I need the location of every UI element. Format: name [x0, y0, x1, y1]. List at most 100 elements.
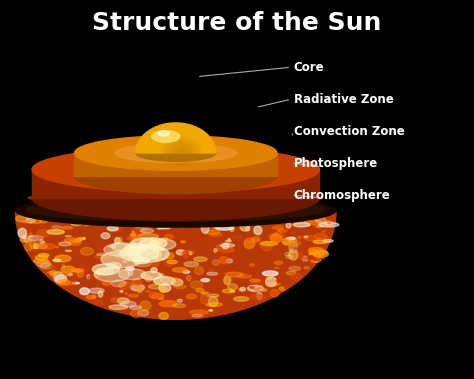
Polygon shape — [16, 212, 336, 319]
Ellipse shape — [82, 266, 97, 270]
Ellipse shape — [120, 291, 123, 292]
Ellipse shape — [133, 238, 143, 244]
Text: Photosphere: Photosphere — [293, 157, 378, 170]
Ellipse shape — [87, 275, 90, 279]
Ellipse shape — [134, 249, 141, 255]
Text: Convection Zone: Convection Zone — [293, 125, 404, 138]
Ellipse shape — [254, 226, 262, 235]
Ellipse shape — [310, 253, 313, 254]
Ellipse shape — [207, 230, 219, 235]
Ellipse shape — [219, 257, 228, 264]
Ellipse shape — [82, 216, 91, 226]
Ellipse shape — [174, 285, 186, 288]
Ellipse shape — [128, 242, 136, 247]
Ellipse shape — [171, 214, 175, 216]
Ellipse shape — [153, 238, 160, 248]
Ellipse shape — [61, 266, 75, 273]
Ellipse shape — [182, 251, 189, 258]
Ellipse shape — [131, 238, 157, 249]
Ellipse shape — [176, 222, 189, 227]
Ellipse shape — [196, 289, 204, 292]
Ellipse shape — [220, 244, 235, 247]
Ellipse shape — [47, 271, 57, 274]
Ellipse shape — [186, 294, 197, 299]
Ellipse shape — [300, 240, 303, 243]
Ellipse shape — [229, 225, 234, 232]
Ellipse shape — [310, 249, 328, 255]
Ellipse shape — [172, 144, 191, 159]
Text: Core: Core — [293, 61, 324, 74]
Ellipse shape — [310, 258, 321, 262]
Ellipse shape — [166, 219, 178, 224]
Ellipse shape — [309, 247, 324, 252]
Ellipse shape — [140, 238, 167, 249]
Ellipse shape — [96, 268, 114, 275]
Ellipse shape — [207, 272, 218, 275]
Ellipse shape — [83, 238, 85, 240]
Ellipse shape — [149, 292, 158, 299]
Ellipse shape — [58, 218, 61, 222]
Ellipse shape — [129, 306, 141, 309]
Ellipse shape — [133, 223, 153, 228]
Ellipse shape — [128, 236, 137, 240]
Ellipse shape — [62, 265, 65, 267]
Ellipse shape — [92, 264, 119, 275]
Ellipse shape — [222, 243, 228, 249]
Ellipse shape — [37, 230, 49, 237]
Ellipse shape — [309, 248, 316, 256]
Ellipse shape — [308, 256, 324, 260]
Ellipse shape — [30, 214, 35, 219]
Ellipse shape — [274, 233, 278, 236]
Ellipse shape — [25, 243, 32, 251]
Ellipse shape — [92, 295, 96, 299]
Ellipse shape — [102, 210, 115, 218]
Ellipse shape — [148, 240, 162, 246]
Ellipse shape — [137, 310, 149, 316]
Ellipse shape — [246, 239, 252, 240]
Ellipse shape — [247, 238, 260, 242]
Ellipse shape — [73, 282, 79, 284]
Ellipse shape — [283, 220, 286, 222]
Ellipse shape — [74, 269, 81, 273]
Ellipse shape — [195, 266, 203, 275]
Ellipse shape — [59, 242, 71, 246]
Ellipse shape — [34, 244, 38, 249]
Ellipse shape — [40, 263, 52, 269]
Ellipse shape — [130, 234, 136, 236]
Ellipse shape — [55, 255, 71, 262]
Ellipse shape — [113, 222, 122, 232]
Ellipse shape — [61, 214, 64, 216]
Ellipse shape — [326, 221, 331, 223]
Ellipse shape — [137, 288, 142, 293]
Ellipse shape — [285, 252, 291, 256]
Ellipse shape — [148, 284, 166, 289]
Ellipse shape — [65, 250, 72, 252]
Ellipse shape — [147, 272, 163, 276]
Ellipse shape — [201, 222, 209, 233]
Ellipse shape — [299, 253, 303, 258]
Ellipse shape — [314, 234, 327, 239]
Ellipse shape — [293, 223, 310, 227]
Ellipse shape — [133, 278, 141, 285]
Ellipse shape — [136, 145, 216, 161]
Ellipse shape — [18, 228, 27, 238]
Ellipse shape — [234, 297, 249, 301]
Ellipse shape — [23, 235, 26, 239]
Ellipse shape — [222, 289, 235, 293]
Ellipse shape — [152, 293, 164, 299]
Ellipse shape — [123, 285, 131, 289]
Ellipse shape — [95, 254, 111, 258]
Ellipse shape — [53, 259, 61, 262]
Ellipse shape — [304, 236, 319, 241]
Ellipse shape — [128, 294, 138, 297]
Ellipse shape — [131, 232, 136, 239]
Ellipse shape — [213, 226, 222, 228]
Ellipse shape — [120, 246, 159, 262]
Ellipse shape — [23, 230, 27, 233]
Ellipse shape — [230, 290, 235, 292]
Ellipse shape — [289, 249, 298, 260]
Ellipse shape — [255, 221, 262, 223]
Ellipse shape — [131, 253, 134, 255]
Ellipse shape — [20, 238, 31, 242]
Ellipse shape — [78, 238, 85, 240]
